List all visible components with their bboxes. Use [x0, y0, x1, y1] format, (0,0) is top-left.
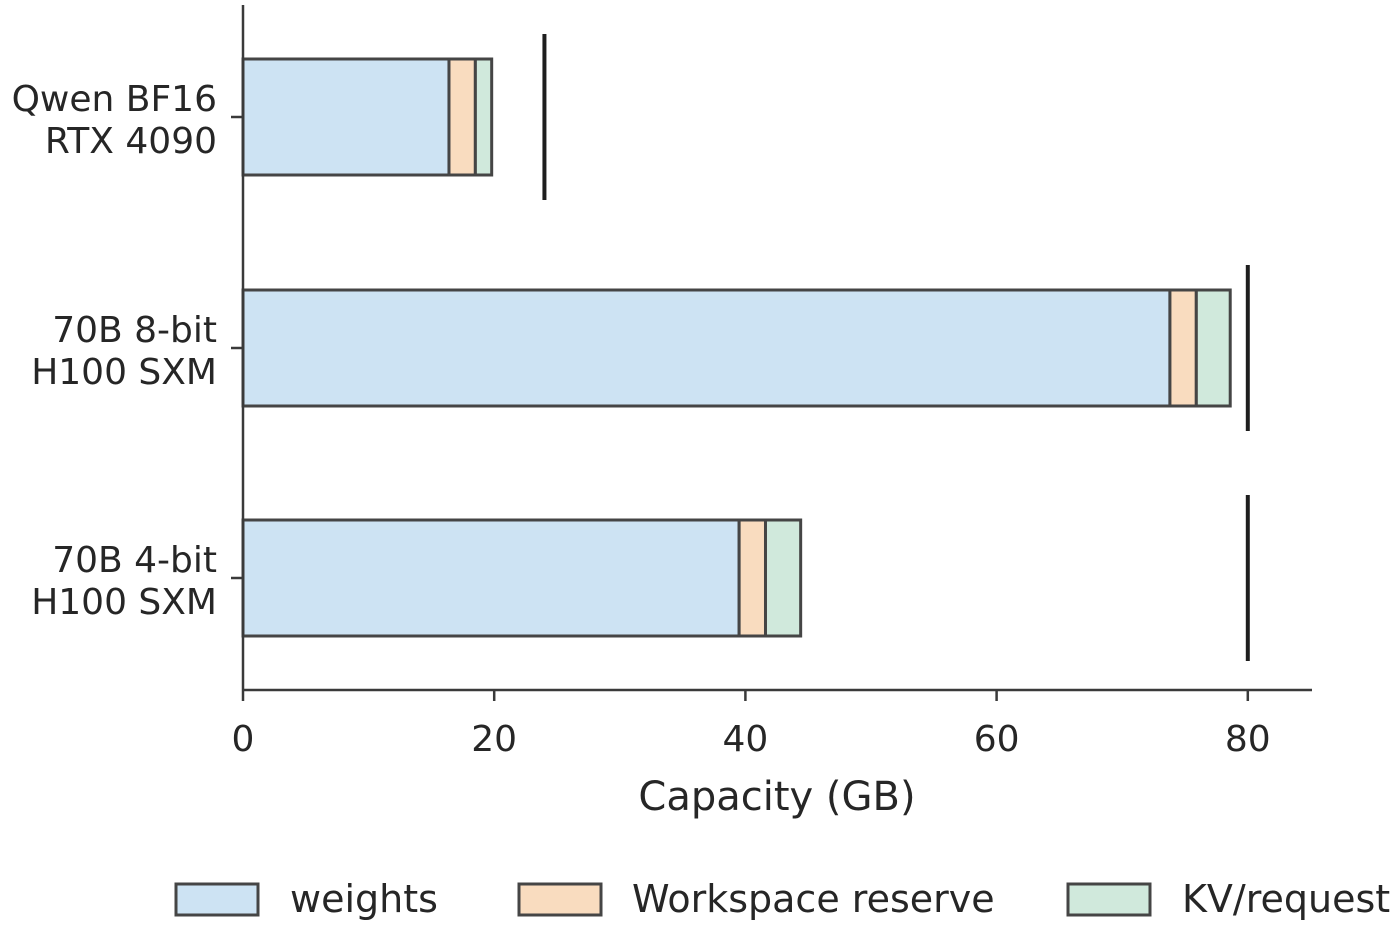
x-axis-title: Capacity (GB): [638, 774, 915, 820]
x-tick-label-40: 40: [722, 719, 768, 760]
bar-segment-weights-0: [241, 57, 451, 177]
category-label-1: 70B 8-bit H100 SXM: [31, 310, 217, 393]
bar-segment-weights-1: [241, 288, 1172, 408]
legend-label-workspace-reserve: Workspace reserve: [632, 877, 995, 921]
category-labels: Qwen BF16 RTX 4090 70B 8-bit H100 SXM 70B 4-…: [12, 79, 243, 623]
x-tick-label-60: 60: [974, 719, 1020, 760]
bars-layer: [241, 57, 1232, 638]
x-tick-label-80: 80: [1225, 719, 1271, 760]
category-label-0: Qwen BF16 RTX 4090: [12, 79, 217, 162]
legend-label-kv-request: KV/request: [1182, 877, 1390, 921]
x-ticks: 0 20 40 60 80: [232, 690, 1271, 760]
legend-swatch-workspace-reserve: [517, 882, 603, 917]
bar-segment-workspace-reserve-0: [447, 57, 477, 177]
bar-segment-workspace-reserve-2: [737, 518, 767, 638]
legend-label-weights: weights: [290, 877, 438, 921]
x-tick-label-20: 20: [471, 719, 517, 760]
legend-swatch-kv-request: [1066, 882, 1152, 917]
legend-swatch-weights: [174, 882, 260, 917]
bar-segment-kv-request-2: [763, 518, 803, 638]
bar-segment-kv-request-0: [473, 57, 494, 177]
bar-segment-workspace-reserve-1: [1168, 288, 1198, 408]
legend: weights Workspace reserve KV/request: [174, 877, 1390, 921]
bar-segment-weights-2: [241, 518, 741, 638]
x-tick-label-0: 0: [232, 719, 255, 760]
category-label-2: 70B 4-bit H100 SXM: [31, 540, 217, 623]
capacity-markers: [542, 34, 1250, 661]
bar-segment-kv-request-1: [1194, 288, 1232, 408]
